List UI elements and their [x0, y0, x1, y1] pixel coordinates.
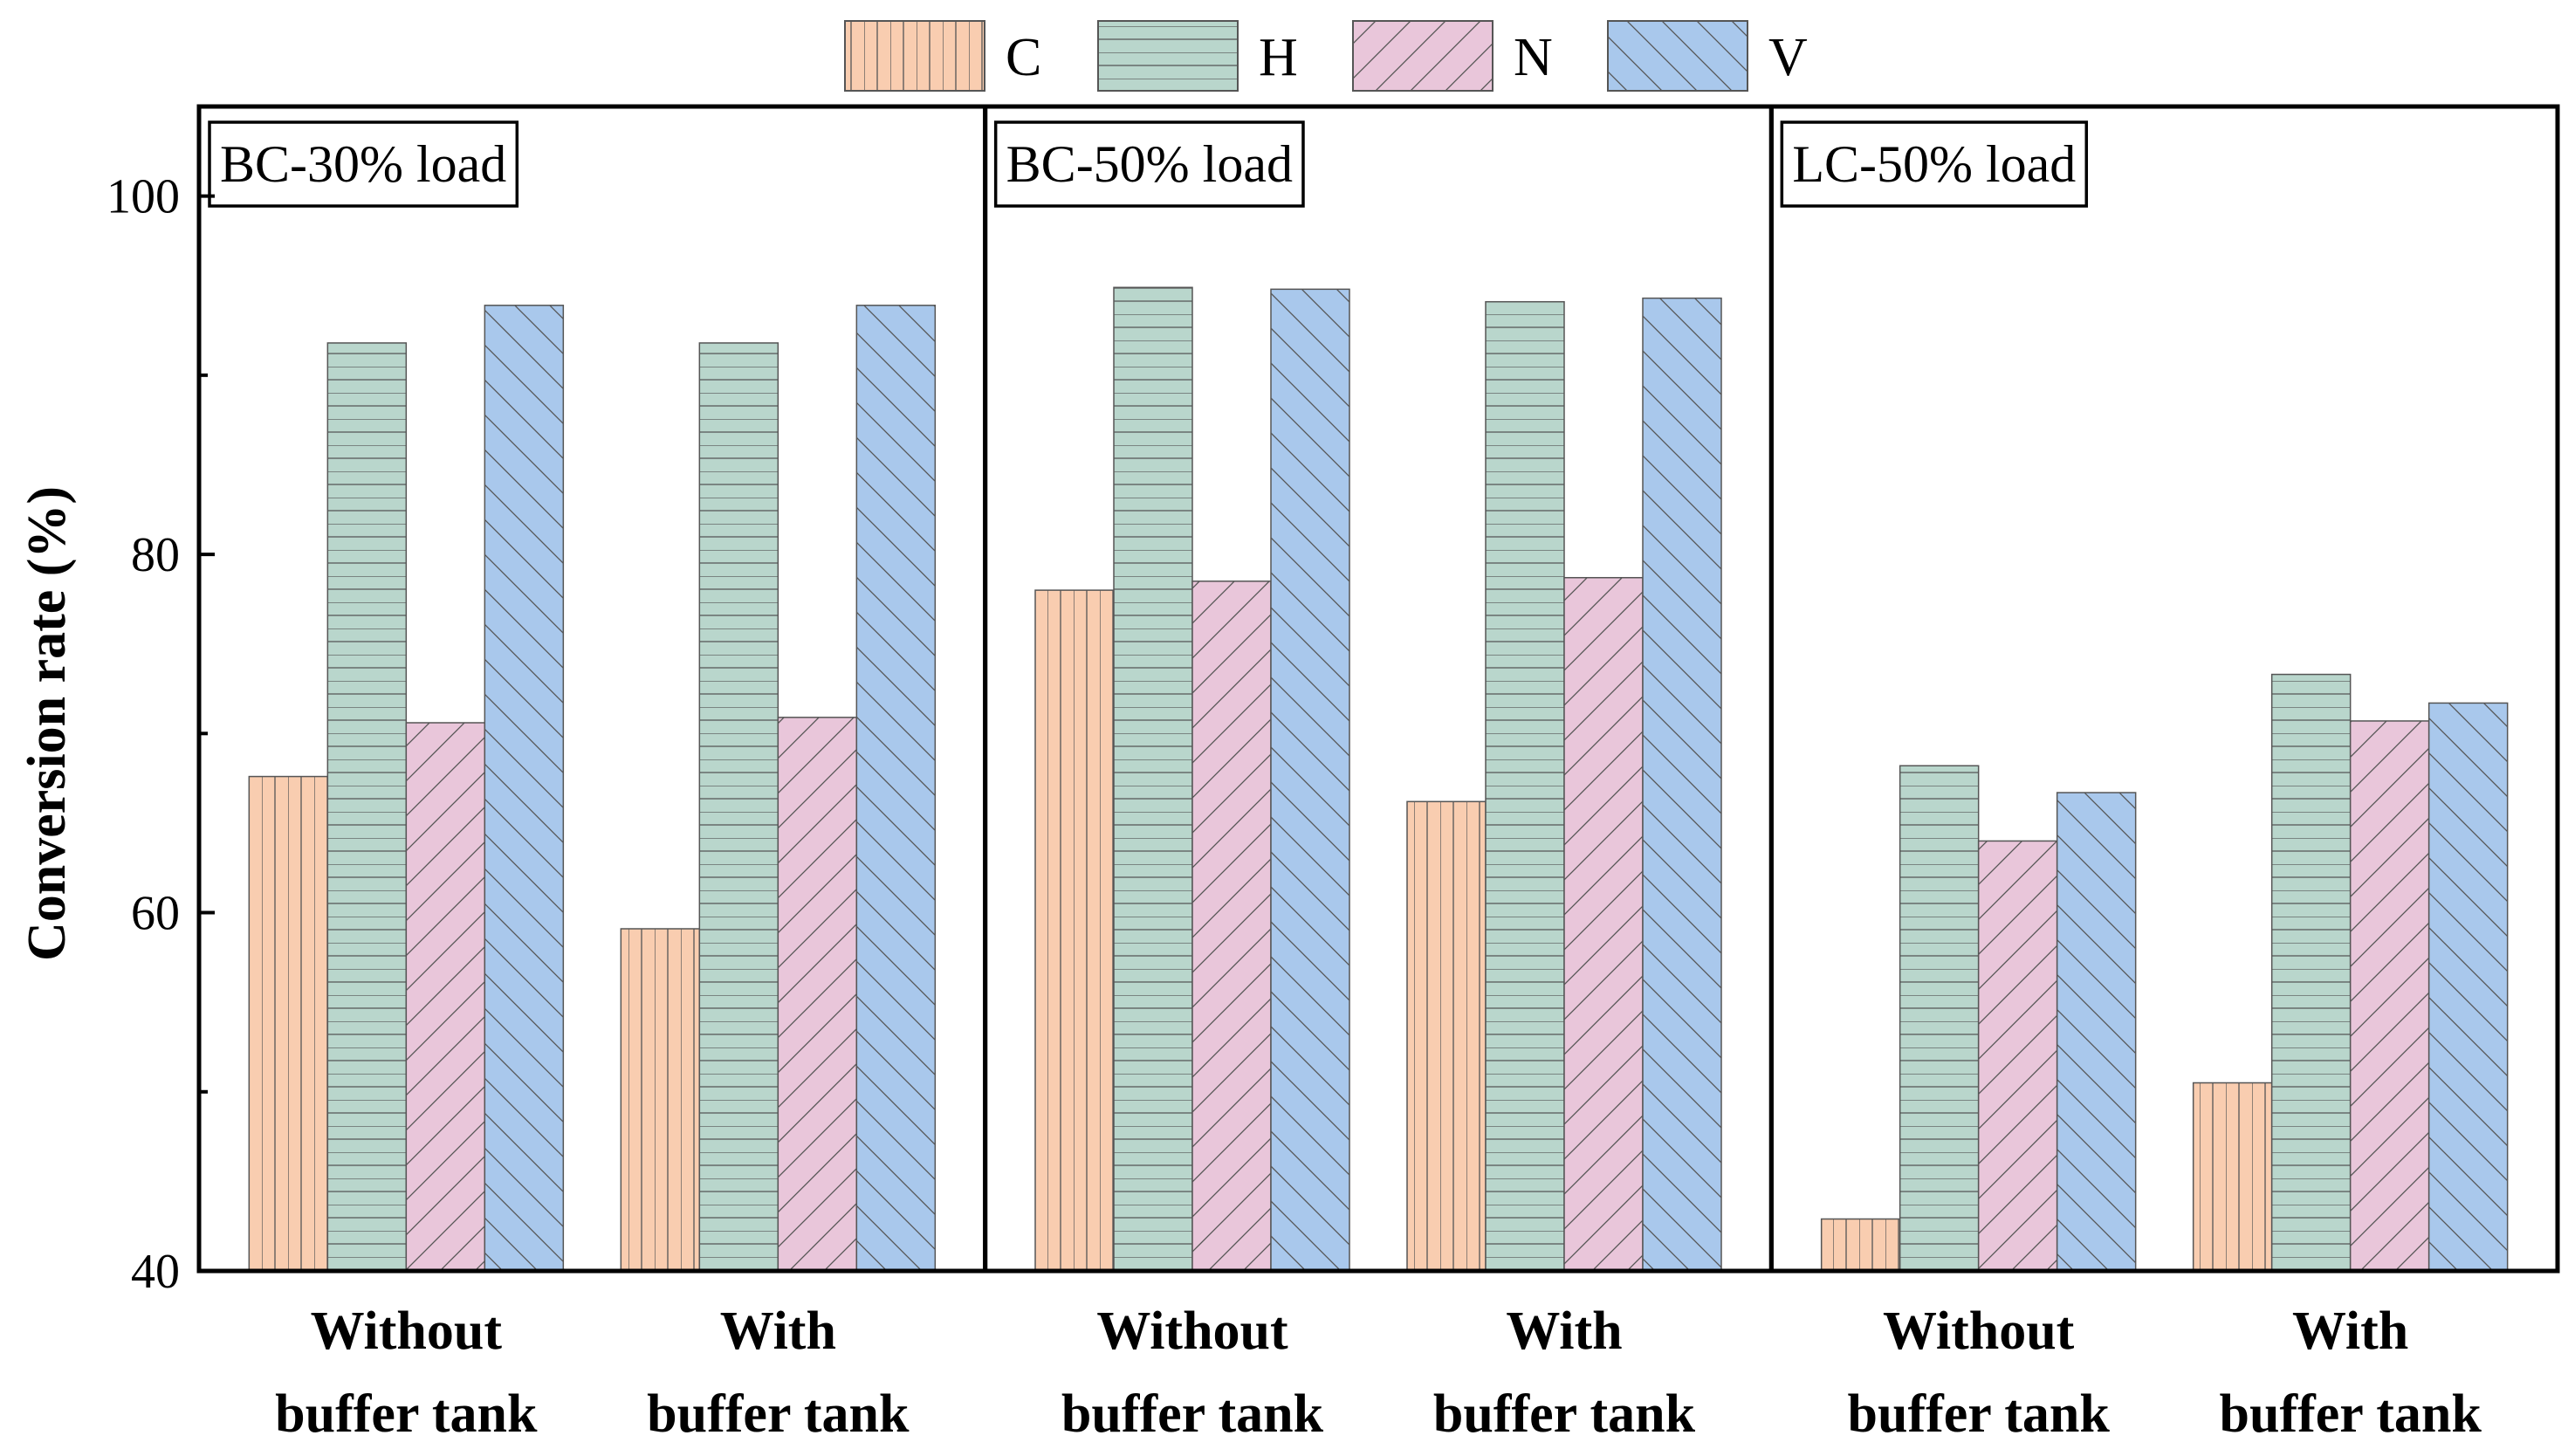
bar-h: [698, 342, 779, 1272]
legend-item-c: C: [844, 20, 1041, 92]
legend-label-v: V: [1768, 28, 1808, 87]
group-label-line2: buffer tank: [275, 1384, 538, 1444]
x-axis-group-labels: Without buffer tank With buffer tank Without…: [275, 1301, 2482, 1444]
bar-v: [1270, 288, 1350, 1272]
bar-n: [1563, 577, 1644, 1272]
y-tick-label: 100: [106, 170, 180, 224]
bar-h: [1485, 300, 1565, 1272]
bar-h: [326, 342, 408, 1272]
bar-group-3-1: [1820, 765, 2137, 1272]
bar-c: [248, 775, 329, 1272]
bar-v: [855, 305, 937, 1272]
panel-1: BC-30% load: [196, 104, 988, 1274]
legend-item-n: N: [1352, 20, 1553, 92]
bar-group-3-2: [2192, 673, 2509, 1272]
y-tick-label: 60: [131, 887, 180, 941]
legend-swatch-v: [1607, 20, 1748, 92]
panel-label-box: BC-50% load: [993, 120, 1305, 208]
bar-n: [2349, 720, 2430, 1272]
y-axis: 40 60 80 100 Conversion rate (%): [17, 106, 215, 1299]
y-tick-label: 40: [131, 1245, 180, 1299]
panel-label: BC-30% load: [220, 135, 506, 193]
legend-label-c: C: [1006, 28, 1041, 87]
plot-panels: BC-30% load BC-50% load LC-50% load: [196, 104, 2560, 1274]
panel-label-box: BC-30% load: [208, 120, 519, 208]
legend-label-h: H: [1259, 28, 1298, 87]
bar-group-1-1: [248, 305, 565, 1272]
group-label-line2: buffer tank: [647, 1384, 910, 1444]
legend-item-h: H: [1097, 20, 1298, 92]
panel-frame: [1768, 104, 2560, 1274]
bar-n: [1191, 580, 1272, 1272]
panel-label-frame: [1780, 120, 2089, 208]
bar-n: [1977, 840, 2058, 1272]
group-label-line2: buffer tank: [1848, 1384, 2111, 1444]
bar-group-2-2: [1406, 297, 1722, 1272]
panel-2: BC-50% load: [983, 104, 1774, 1274]
bar-v: [1642, 297, 1722, 1272]
bar-h: [1899, 765, 1980, 1272]
bar-n: [777, 717, 858, 1272]
panel-label-frame: [993, 120, 1305, 208]
group-label-line1: With: [1506, 1301, 1622, 1361]
group-label-line1: Without: [311, 1301, 503, 1361]
bar-c: [620, 928, 701, 1272]
bar-h: [2270, 673, 2352, 1272]
legend-item-v: V: [1607, 20, 1808, 92]
panel-label-box: LC-50% load: [1780, 120, 2089, 208]
bar-v: [484, 305, 565, 1272]
bar-v: [2427, 702, 2509, 1272]
legend-label-n: N: [1514, 28, 1553, 87]
panel-label: BC-50% load: [1006, 135, 1293, 193]
group-label-line1: With: [720, 1301, 836, 1361]
legend-swatch-c: [844, 20, 985, 92]
legend-swatch-h: [1097, 20, 1239, 92]
bar-h: [1113, 286, 1193, 1272]
bar-n: [405, 722, 486, 1272]
legend-swatch-n: [1352, 20, 1494, 92]
group-label-line2: buffer tank: [2220, 1384, 2482, 1444]
bar-v: [2056, 792, 2137, 1272]
bar-c: [1820, 1218, 1901, 1272]
panel-label: LC-50% load: [1792, 135, 2076, 193]
group-label-line2: buffer tank: [1061, 1384, 1324, 1444]
group-label-line1: Without: [1883, 1301, 2075, 1361]
panel-label-frame: [208, 120, 519, 208]
y-tick-label: 80: [131, 528, 180, 582]
bar-group-1-2: [620, 305, 937, 1272]
bar-c: [2192, 1082, 2273, 1272]
y-axis-title: Conversion rate (%): [17, 486, 77, 961]
panel-3: LC-50% load: [1768, 104, 2560, 1274]
bar-c: [1034, 589, 1115, 1272]
group-label-line1: With: [2292, 1301, 2408, 1361]
bar-c: [1406, 800, 1487, 1272]
bar-group-2-1: [1034, 286, 1350, 1272]
group-label-line1: Without: [1096, 1301, 1288, 1361]
group-label-line2: buffer tank: [1433, 1384, 1696, 1444]
